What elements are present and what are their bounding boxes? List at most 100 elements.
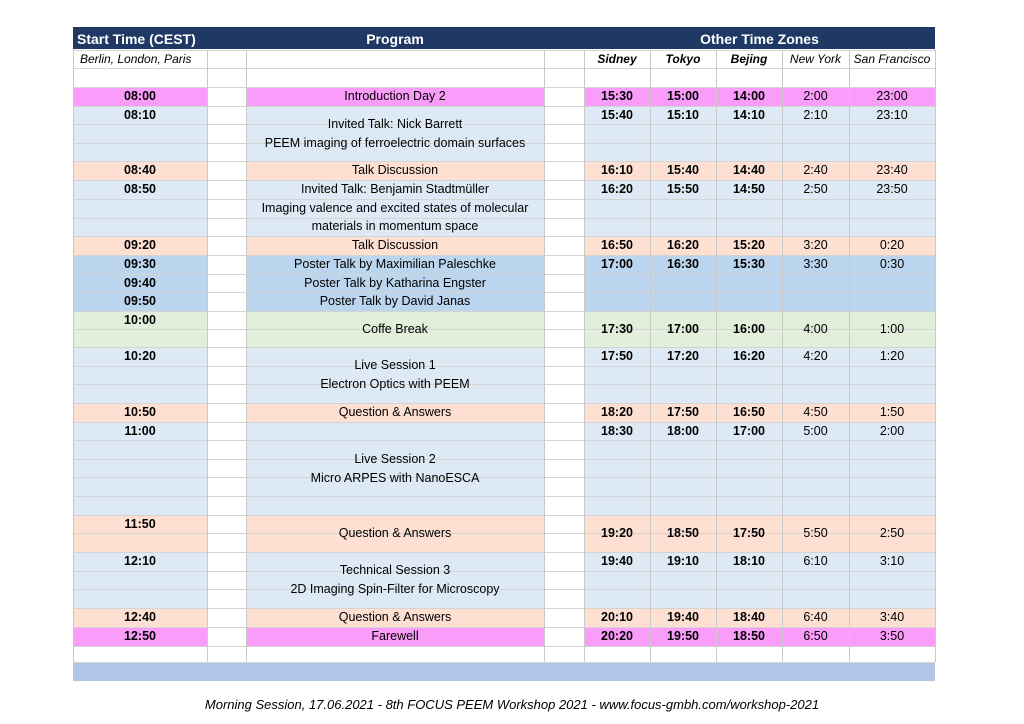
- row-program-text: Invited Talk: Benjamin Stadtmüller: [300, 182, 490, 196]
- row-time: 09:40: [124, 275, 156, 290]
- row-zone-time: 16:30: [667, 257, 699, 271]
- row-program-text: Coffe Break: [362, 321, 428, 336]
- grid-row-line: [73, 366, 935, 367]
- row-zone-time: 16:20: [601, 182, 633, 196]
- row-0-bg-1: [246, 87, 544, 106]
- row-7-bg-2: [584, 347, 935, 403]
- row-5-bg-2: [584, 255, 935, 311]
- row-time: 08:00: [124, 89, 156, 103]
- row-8-bg-1: [246, 403, 544, 422]
- row-zone-time: 19:10: [667, 554, 699, 568]
- row-time: 09:50: [124, 294, 156, 309]
- grid-col-line: [584, 50, 585, 662]
- grid-row-line: [73, 646, 935, 647]
- row-zone-time: 6:50: [803, 629, 828, 643]
- row-time: 10:20: [124, 349, 156, 363]
- row-zone-time: 19:20: [601, 526, 633, 540]
- row-zone-time: 2:00: [803, 89, 828, 103]
- row-zone-time: 23:50: [876, 182, 908, 196]
- grid-row-line: [73, 384, 935, 385]
- other-time-zones-header: Other Time Zones: [700, 31, 819, 47]
- row-2-bg-2: [584, 161, 935, 180]
- row-zone-time: 18:00: [667, 424, 699, 438]
- row-zone-time: 15:40: [601, 108, 633, 122]
- row-time: 11:50: [124, 517, 156, 531]
- row-zone-time: 17:20: [667, 349, 699, 363]
- row-zone-time: 16:50: [733, 405, 765, 419]
- grid-row-line: [73, 477, 935, 478]
- grid-col-line: [207, 50, 208, 662]
- row-zone-time: 15:30: [733, 257, 765, 271]
- row-zone-time: 2:40: [803, 163, 828, 177]
- grid-col-line: [544, 50, 545, 662]
- row-4-bg-0: [73, 236, 207, 255]
- grid-row-line: [73, 124, 935, 125]
- grid-col-line: [935, 50, 936, 662]
- row-program-text: Question & Answers: [338, 610, 452, 624]
- row-program-text: Electron Optics with PEEM: [320, 377, 470, 391]
- row-zone-time: 19:40: [667, 610, 699, 624]
- row-zone-time: 16:00: [733, 321, 765, 336]
- row-zone-time: 18:50: [667, 526, 699, 540]
- row-program-text: materials in momentum space: [311, 219, 479, 234]
- row-zone-time: 18:10: [733, 554, 765, 568]
- zone-header-0: Sidney: [597, 52, 637, 66]
- grid-col-line: [73, 50, 74, 662]
- grid-row-line: [73, 515, 935, 516]
- row-zone-time: 4:00: [803, 321, 828, 336]
- row-7-bg-1: [246, 347, 544, 403]
- row-zone-time: 1:50: [879, 405, 905, 419]
- row-13-bg-0: [73, 627, 207, 646]
- zone-header-4: San Francisco: [853, 52, 931, 66]
- row-program-text: 2D Imaging Spin-Filter for Microscopy: [290, 582, 500, 596]
- row-zone-time: 15:20: [733, 238, 765, 252]
- grid-col-line: [650, 50, 651, 662]
- row-zone-time: 17:50: [733, 526, 765, 540]
- grid-row-line: [73, 459, 935, 460]
- row-3-bg-2: [584, 180, 935, 236]
- program-header: Program: [366, 31, 424, 47]
- row-zone-time: 3:40: [879, 610, 905, 624]
- grid-row-line: [73, 403, 935, 404]
- row-zone-time: 14:10: [733, 108, 765, 122]
- row-zone-time: 3:50: [879, 629, 905, 643]
- row-zone-time: 17:50: [601, 349, 633, 363]
- row-zone-time: 20:10: [601, 610, 633, 624]
- row-12-bg-0: [73, 608, 207, 627]
- grid-row-line: [73, 143, 935, 144]
- row-12-bg-1: [246, 608, 544, 627]
- row-8-bg-2: [584, 403, 935, 422]
- row-program-text: Imaging valence and excited states of mo…: [261, 200, 529, 215]
- row-4-bg-2: [584, 236, 935, 255]
- grid-row-line: [73, 161, 935, 162]
- cities-subheader: Berlin, London, Paris: [80, 52, 192, 66]
- grid-col-line: [782, 50, 783, 662]
- row-time: 09:30: [124, 257, 156, 271]
- row-zone-time: 23:40: [876, 163, 908, 177]
- grid-row-line: [73, 571, 935, 572]
- zone-header-2: Bejing: [730, 52, 768, 66]
- row-time: 10:50: [124, 405, 156, 419]
- row-zone-time: 17:50: [667, 405, 699, 419]
- row-zone-time: 15:00: [667, 89, 699, 103]
- row-program-text: Micro ARPES with NanoESCA: [310, 470, 480, 485]
- row-program-text: Question & Answers: [338, 526, 452, 540]
- row-zone-time: 1:00: [879, 321, 905, 336]
- grid-row-line: [73, 329, 935, 330]
- row-time: 12:40: [124, 610, 156, 624]
- row-zone-time: 16:50: [601, 238, 633, 252]
- row-zone-time: 16:10: [601, 163, 633, 177]
- footer-text: Morning Session, 17.06.2021 - 8th FOCUS …: [204, 697, 820, 712]
- row-zone-time: 0:20: [879, 238, 905, 252]
- row-program-text: Introduction Day 2: [344, 89, 446, 103]
- row-zone-time: 17:00: [667, 321, 699, 336]
- row-zone-time: 15:40: [667, 163, 699, 177]
- row-zone-time: 19:50: [667, 629, 699, 643]
- grid-row-line: [73, 218, 935, 219]
- grid-row-line: [73, 50, 935, 51]
- row-zone-time: 0:30: [879, 257, 905, 271]
- zone-header-3: New York: [789, 52, 842, 66]
- grid-row-line: [73, 589, 935, 590]
- row-zone-time: 23:10: [876, 108, 908, 122]
- row-9-bg-2: [584, 422, 935, 515]
